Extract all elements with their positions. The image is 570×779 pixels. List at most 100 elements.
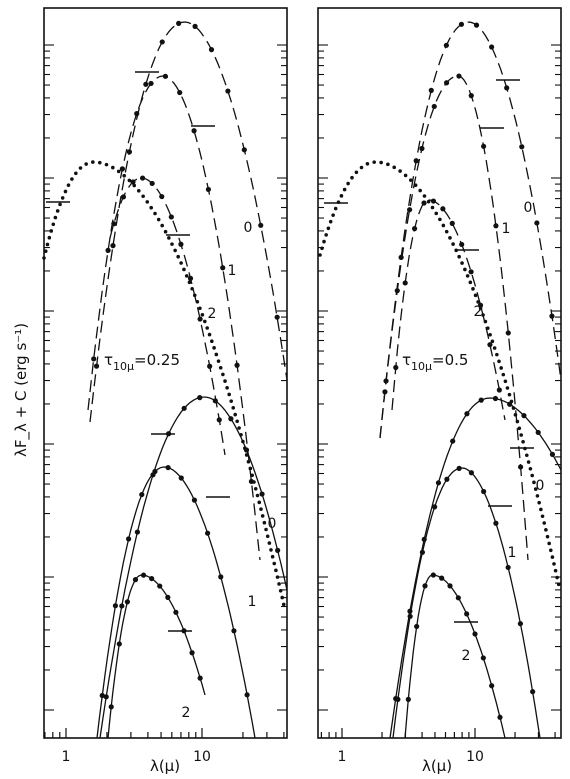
data-point xyxy=(134,111,140,117)
series-dashed-upper-0 xyxy=(89,21,288,423)
curve-label: 0 xyxy=(536,478,545,494)
data-point xyxy=(382,389,388,395)
data-point xyxy=(258,222,264,228)
series-solid-lower-0 xyxy=(99,396,288,739)
data-point xyxy=(534,220,540,226)
data-point xyxy=(197,316,203,322)
series-solid-lower-1 xyxy=(392,467,541,739)
series-dashed-upper-1 xyxy=(379,75,529,561)
data-point xyxy=(450,438,456,444)
data-point xyxy=(176,20,182,26)
data-point xyxy=(455,595,461,601)
right-panel-ticks xyxy=(318,44,561,738)
data-point xyxy=(430,198,437,204)
data-point xyxy=(178,241,184,247)
right-tau-subscript: 10μ xyxy=(411,360,432,373)
data-point xyxy=(212,398,218,404)
data-point xyxy=(468,269,474,275)
data-point xyxy=(493,520,499,526)
data-point xyxy=(428,87,434,93)
data-point xyxy=(192,23,198,29)
left-xtick-1: 1 xyxy=(62,749,71,765)
data-point xyxy=(108,704,114,710)
data-point xyxy=(181,405,187,411)
left-panel-curves: 0 1 2 0 1 2 xyxy=(42,20,288,739)
series-solid-lower-2 xyxy=(107,574,206,739)
data-point xyxy=(259,491,265,497)
data-point xyxy=(497,714,503,720)
data-point xyxy=(132,577,139,583)
y-axis-title: λF_λ + C (erg s⁻¹) xyxy=(12,323,31,457)
data-point xyxy=(177,89,183,96)
curve-label: 0 xyxy=(268,516,277,532)
data-point xyxy=(191,128,197,134)
data-point xyxy=(205,530,211,536)
data-point xyxy=(274,314,280,320)
data-point xyxy=(459,241,465,248)
data-point xyxy=(505,564,511,571)
data-point xyxy=(395,696,401,702)
data-point xyxy=(402,280,408,286)
data-point xyxy=(197,395,203,401)
data-point xyxy=(517,621,524,627)
data-point xyxy=(449,220,455,226)
data-point xyxy=(487,342,493,348)
data-point xyxy=(165,464,171,471)
series-solid-lower-0 xyxy=(389,397,562,739)
data-point xyxy=(243,447,250,453)
left-panel: 0 1 2 0 1 2 1 10 λ(μ) τ10μ=0.25 xyxy=(42,7,288,775)
curve-label: 1 xyxy=(228,263,237,279)
left-tau-symbol: τ xyxy=(104,351,113,369)
data-point xyxy=(407,207,413,213)
series-dotted-stellar xyxy=(318,160,562,592)
data-point xyxy=(103,694,109,700)
data-point xyxy=(530,689,536,695)
right-xtick-1: 1 xyxy=(338,749,347,765)
left-tau-subscript: 10μ xyxy=(113,360,134,373)
data-point xyxy=(472,631,478,637)
data-point xyxy=(173,609,179,615)
data-point xyxy=(412,226,418,232)
data-point xyxy=(421,200,427,206)
data-point xyxy=(162,73,168,79)
data-point xyxy=(165,594,171,600)
series-dashed-upper-2 xyxy=(109,177,226,456)
right-panel-frame xyxy=(317,7,562,739)
data-point xyxy=(228,416,234,422)
right-x-axis-title: λ(μ) xyxy=(422,757,452,775)
data-point xyxy=(218,574,224,580)
data-point xyxy=(456,73,462,79)
data-point xyxy=(439,575,445,581)
curve-label: 1 xyxy=(508,545,517,561)
data-point xyxy=(480,655,486,661)
data-point xyxy=(99,692,105,699)
data-point xyxy=(549,451,556,457)
data-point xyxy=(447,583,453,589)
data-point xyxy=(130,179,136,185)
right-xtick-10: 10 xyxy=(466,749,484,765)
series-solid-lower-2 xyxy=(404,574,506,739)
data-point xyxy=(140,572,147,578)
data-point xyxy=(225,88,231,94)
data-point xyxy=(432,504,438,510)
data-point xyxy=(414,623,420,630)
data-point xyxy=(481,488,487,495)
data-point xyxy=(197,675,203,681)
data-point xyxy=(126,149,132,155)
data-point xyxy=(187,275,194,281)
data-point xyxy=(241,147,247,153)
data-point xyxy=(157,583,163,589)
data-point xyxy=(464,411,470,417)
data-point xyxy=(518,464,524,470)
data-point xyxy=(431,103,437,110)
data-point xyxy=(394,288,400,294)
data-point xyxy=(220,265,226,271)
data-point xyxy=(111,221,117,227)
data-point xyxy=(468,470,474,476)
data-point xyxy=(119,603,125,609)
curve-label: 2 xyxy=(474,304,483,320)
data-point xyxy=(275,547,281,553)
